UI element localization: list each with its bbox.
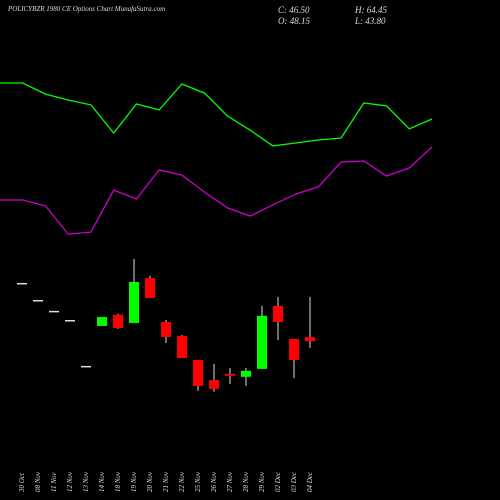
- candle-body: [305, 337, 315, 342]
- candle-body: [129, 281, 139, 323]
- candle-body: [177, 336, 187, 359]
- candle-body: [17, 282, 27, 285]
- x-tick-label: 04 Dec: [306, 471, 314, 492]
- candle-body: [257, 315, 267, 369]
- candle-body: [273, 305, 283, 322]
- x-tick-label: 13 Nov: [82, 471, 90, 492]
- candle-body: [289, 339, 299, 360]
- x-tick-label: 25 Nov: [194, 471, 202, 492]
- candle-body: [97, 317, 107, 326]
- x-tick-label: 21 Nov: [162, 471, 170, 492]
- stat: H: 64.45: [354, 5, 387, 15]
- x-tick-label: 26 Nov: [210, 471, 218, 492]
- stat: O: 48.15: [278, 16, 310, 26]
- x-tick-label: 20 Nov: [146, 471, 154, 492]
- x-tick-label: 22 Nov: [178, 471, 186, 492]
- x-tick-label: 30 Oct: [18, 472, 26, 493]
- stat: C: 46.50: [278, 5, 310, 15]
- candle-body: [225, 373, 235, 376]
- candle-body: [113, 314, 123, 328]
- stat: L: 43.80: [354, 16, 386, 26]
- candle-body: [241, 370, 251, 377]
- candle-body: [49, 310, 59, 313]
- x-tick-label: 11 Nov: [50, 472, 58, 492]
- x-tick-label: 08 Nov: [34, 471, 42, 492]
- chart-title: POLICYBZR 1980 CE Options Chart MunafaSu…: [7, 5, 165, 13]
- x-tick-label: 19 Nov: [130, 471, 138, 492]
- candle-body: [161, 321, 171, 338]
- x-tick-label: 12 Nov: [66, 471, 74, 492]
- x-tick-label: 29 Nov: [258, 471, 266, 492]
- candle-body: [145, 278, 155, 299]
- candle-body: [81, 365, 91, 368]
- x-tick-label: 14 Nov: [98, 471, 106, 492]
- x-tick-label: 27 Nov: [226, 471, 234, 492]
- x-tick-label: 02 Dec: [274, 471, 282, 492]
- candle-body: [65, 320, 75, 322]
- candle-body: [209, 380, 219, 389]
- line-series: [0, 82, 433, 147]
- x-tick-label: 18 Nov: [114, 471, 122, 492]
- candle-body: [33, 300, 43, 302]
- x-tick-label: 03 Dec: [290, 471, 298, 492]
- x-tick-label: 28 Nov: [242, 471, 250, 492]
- line-series: [0, 146, 433, 235]
- candle-body: [193, 360, 203, 386]
